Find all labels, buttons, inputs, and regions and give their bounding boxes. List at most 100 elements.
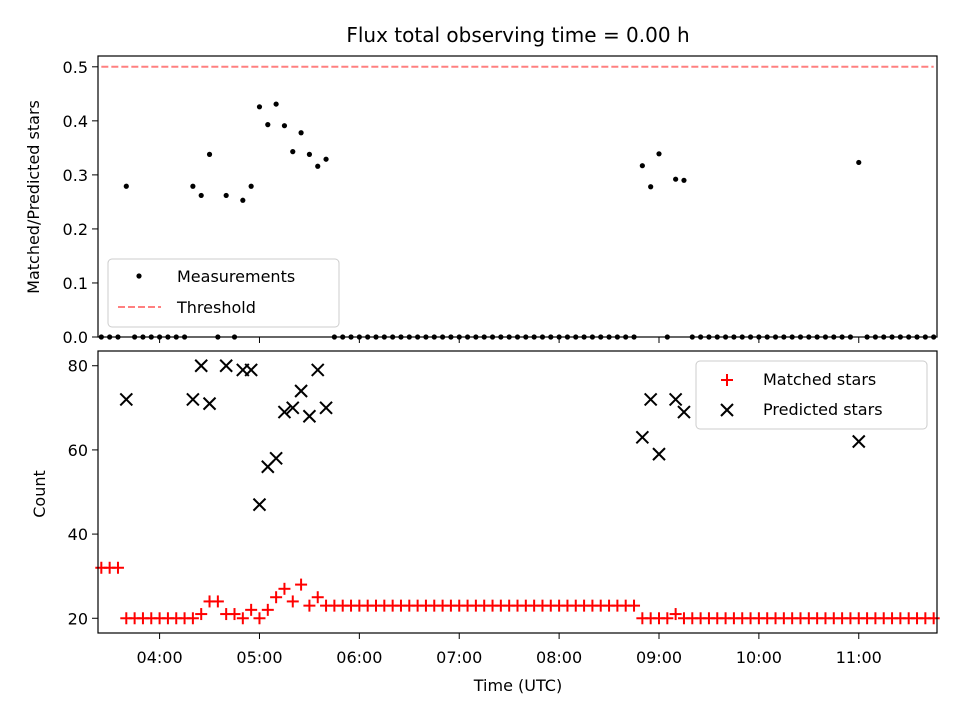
predicted-star-point (852, 434, 866, 449)
matched-star-point (228, 608, 241, 621)
matched-star-point (927, 612, 940, 625)
measurement-point (123, 183, 129, 189)
measurement-point (315, 163, 321, 169)
top-y-axis-title: Matched/Predicted stars (24, 100, 43, 294)
predicted-star-point (186, 392, 200, 407)
legend-measurements-marker (136, 273, 142, 279)
predicted-star-point (252, 497, 267, 512)
y-tick-label: 20 (68, 609, 88, 628)
x-tick-label: 07:00 (436, 648, 482, 667)
measurement-point (639, 163, 645, 169)
legend-predicted-label: Predicted stars (763, 400, 883, 419)
predicted-star-point (286, 401, 300, 415)
x-tick-label: 05:00 (236, 648, 282, 667)
y-tick-label: 0.2 (63, 220, 88, 239)
top-plot-frame (97, 55, 938, 338)
predicted-star-point (202, 396, 217, 411)
matched-star-point (211, 595, 224, 608)
top-x-ticks (159, 337, 860, 343)
y-tick-label: 0.3 (63, 166, 88, 185)
predicted-star-point (219, 359, 233, 373)
bottom-legend: Matched stars Predicted stars (695, 360, 928, 430)
measurement-point (273, 101, 279, 107)
matched-star-point (253, 612, 266, 625)
measurement-point (323, 156, 329, 162)
predicted-star-point (194, 359, 208, 373)
measurement-point (190, 183, 196, 189)
bottom-y-axis-title: Count (30, 470, 49, 518)
y-tick-label: 0.4 (63, 112, 88, 131)
matched-star-point (186, 612, 199, 625)
legend-matched-label: Matched stars (763, 370, 876, 389)
x-tick-label: 04:00 (137, 648, 183, 667)
measurement-point (298, 130, 304, 136)
matched-star-point (661, 612, 674, 625)
matched-star-point (669, 608, 682, 621)
bottom-legend-box (695, 360, 928, 430)
y-tick-label: 40 (68, 525, 88, 544)
top-plot-marks (98, 65, 937, 340)
measurement-point (256, 104, 263, 110)
predicted-star-point (311, 363, 325, 377)
matched-star-point (303, 599, 316, 612)
y-tick-label: 60 (68, 441, 88, 460)
measurement-point (648, 184, 654, 190)
predicted-star-point (119, 392, 134, 407)
predicted-star-point (652, 447, 666, 461)
predicted-star-point (635, 430, 650, 444)
matched-star-point (261, 603, 274, 616)
predicted-star-point (277, 405, 292, 419)
measurement-point (306, 151, 313, 157)
bottom-y-ticks: 20 40 60 80 (68, 357, 98, 628)
matched-star-point (311, 591, 324, 604)
predicted-star-point (643, 392, 658, 407)
bottom-panel: Count Time (UTC) 20 40 60 80 04:00 05:00 06:0… (30, 350, 940, 695)
measurement-point (265, 122, 271, 128)
legend-threshold-label: Threshold (176, 298, 256, 317)
predicted-star-point (319, 401, 333, 415)
x-tick-label: 11:00 (836, 648, 882, 667)
matched-star-point (286, 595, 299, 608)
predicted-star-point (668, 392, 683, 407)
predicted-star-point (677, 405, 691, 419)
measurement-point (856, 159, 862, 166)
predicted-star-point (269, 451, 283, 466)
measurement-point (673, 176, 679, 182)
top-legend-box (107, 258, 340, 328)
top-chart-title: Flux total observing time = 0.00 h (346, 23, 689, 47)
x-tick-label: 08:00 (536, 648, 582, 667)
predicted-star-point (302, 409, 317, 423)
matched-star-point (111, 561, 124, 574)
legend-predicted-marker (720, 403, 734, 417)
measurement-point (681, 177, 687, 183)
matched-star-point (628, 599, 641, 612)
legend-measurements-label: Measurements (177, 267, 295, 286)
matched-star-point (245, 603, 258, 616)
top-legend: Measurements Threshold (107, 258, 340, 328)
measurement-point (281, 123, 288, 129)
bottom-plot-marks (95, 359, 940, 625)
bottom-x-ticks: 04:00 05:00 06:00 07:00 08:00 09:00 10:00 11:00 (137, 633, 882, 667)
measurement-point (223, 192, 229, 199)
top-y-ticks: 0.0 0.1 0.2 0.3 0.4 0.5 (63, 58, 98, 347)
y-tick-label: 0.0 (63, 328, 88, 347)
y-tick-label: 80 (68, 357, 88, 376)
measurement-point (240, 197, 246, 203)
matched-star-point (278, 582, 291, 595)
x-tick-label: 06:00 (336, 648, 382, 667)
bottom-plot-frame (97, 350, 938, 634)
predicted-star-point (244, 363, 258, 377)
predicted-star-point (294, 384, 308, 398)
measurement-point (656, 151, 662, 157)
y-tick-label: 0.1 (63, 274, 88, 293)
matched-star-point (236, 612, 249, 625)
y-tick-label: 0.5 (63, 58, 88, 77)
measurement-point (290, 149, 296, 155)
bottom-x-axis-title: Time (UTC) (473, 676, 562, 695)
x-tick-label: 09:00 (636, 648, 682, 667)
x-tick-label: 10:00 (736, 648, 782, 667)
matched-star-point (270, 591, 283, 604)
measurement-point (248, 183, 254, 189)
